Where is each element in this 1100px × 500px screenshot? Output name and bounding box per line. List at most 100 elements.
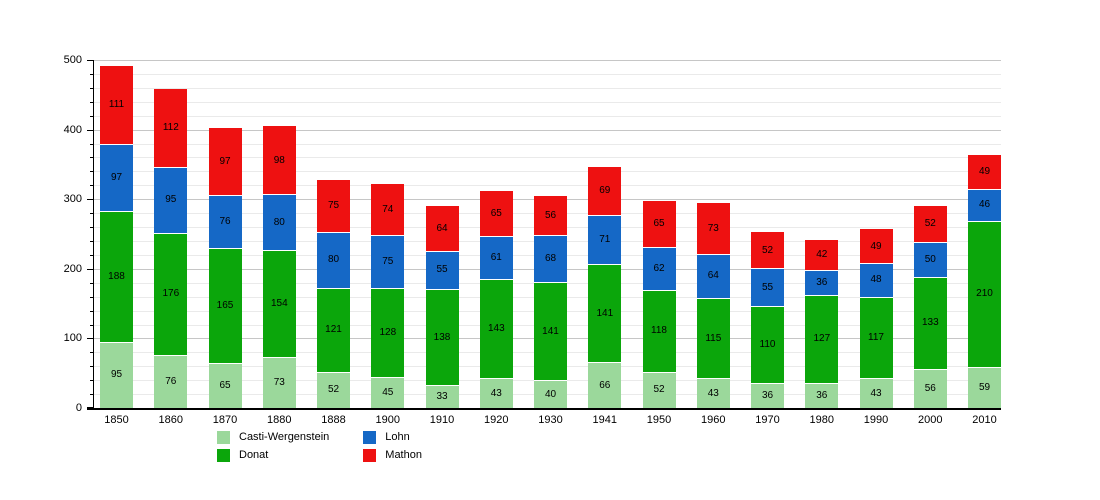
bar-segment-lohn: 80 (317, 231, 350, 288)
bar-value-label: 59 (978, 381, 991, 393)
bar-segment-donat: 128 (371, 287, 405, 377)
bar-value-label: 127 (813, 333, 831, 345)
bar-value-label: 97 (219, 155, 231, 167)
bar-segment-lohn: 62 (642, 246, 676, 290)
bar-value-label: 66 (599, 379, 611, 391)
bar-value-label: 64 (436, 222, 448, 234)
gridline (94, 101, 1001, 103)
y-axis-minor-tick (90, 254, 94, 256)
y-axis-minor-tick (90, 213, 94, 215)
bar-segment-mathon: 73 (696, 202, 730, 254)
bar-segment-lohn: 75 (371, 235, 405, 288)
bar-value-label: 111 (108, 99, 125, 111)
bar-segment-mathon: 98 (262, 126, 296, 195)
bar-value-label: 71 (599, 233, 611, 245)
bar-segment-donat: 138 (425, 289, 459, 385)
y-axis-minor-tick (90, 185, 94, 187)
bar-value-label: 141 (596, 307, 614, 319)
y-axis-minor-tick (90, 394, 94, 396)
bar-segment-casti-wergenstein: 52 (317, 371, 350, 408)
legend-swatch-mathon (363, 449, 377, 462)
bar-value-label: 45 (382, 386, 394, 398)
bar-value-label: 75 (382, 256, 394, 268)
bar-segment-donat: 133 (913, 276, 947, 369)
bar-segment-casti-wergenstein: 76 (154, 355, 188, 408)
y-axis-minor-tick (90, 227, 94, 228)
gridline (94, 143, 1001, 145)
bar-segment-mathon: 64 (425, 206, 459, 251)
bar-value-label: 69 (599, 185, 611, 196)
bar-value-label: 112 (162, 122, 179, 133)
y-axis-major-tick (87, 129, 94, 131)
bar-value-label: 210 (976, 288, 993, 300)
bar-value-label: 65 (653, 218, 665, 230)
bar-segment-mathon: 65 (642, 201, 676, 247)
bar-value-label: 73 (273, 377, 285, 389)
y-axis-minor-tick (90, 101, 94, 103)
bar-value-label: 49 (978, 166, 991, 178)
bar-value-label: 52 (761, 244, 774, 256)
bar-value-label: 46 (978, 199, 991, 211)
bar-segment-mathon: 75 (317, 179, 350, 232)
bar-value-label: 188 (108, 271, 125, 282)
bar-value-label: 176 (162, 288, 180, 300)
bar-segment-donat: 117 (859, 296, 893, 379)
x-axis-label: 1960 (701, 414, 726, 426)
bar-segment-mathon: 49 (968, 154, 1001, 189)
bar-value-label: 75 (327, 200, 340, 212)
y-axis-minor-tick (90, 282, 94, 284)
plot-area: 0 100 200 300 400 500 95 188 97 111 1850 76 176 95 112… (64, 54, 1001, 426)
bar-value-label: 55 (436, 264, 448, 276)
bar-value-label: 43 (870, 387, 882, 399)
bar-value-label: 56 (924, 383, 936, 394)
bar-value-label: 55 (761, 281, 774, 293)
bar-value-label: 49 (870, 240, 882, 252)
y-axis-minor-tick (90, 171, 94, 173)
bar-segment-lohn: 48 (859, 263, 893, 297)
bar-value-label: 97 (110, 171, 123, 183)
y-axis-minor-tick (90, 352, 94, 354)
bar-segment-mathon: 52 (913, 205, 947, 242)
bar-segment-mathon: 112 (154, 88, 188, 167)
bar-value-label: 65 (219, 379, 231, 391)
y-axis-minor-tick (90, 366, 94, 368)
bar-segment-mathon: 49 (859, 229, 893, 264)
bar-segment-donat: 141 (534, 282, 567, 381)
bar-value-label: 73 (707, 222, 719, 234)
bar-value-label: 33 (436, 391, 448, 402)
x-axis-label: 1980 (809, 414, 835, 426)
bar-segment-lohn: 55 (425, 250, 459, 289)
x-axis-label: 1870 (212, 414, 238, 426)
gridline (94, 73, 1001, 75)
y-axis-major-tick (87, 338, 94, 340)
legend-item-mathon: Mathon (363, 449, 422, 462)
y-axis-minor-tick (90, 380, 94, 382)
bar-value-label: 117 (868, 331, 884, 343)
legend-label: Casti-Wergenstein (239, 431, 330, 443)
bar-segment-lohn: 71 (588, 214, 622, 264)
bar-value-label: 43 (707, 387, 719, 399)
x-axis-label: 1900 (375, 414, 401, 426)
bar-value-label: 52 (653, 384, 665, 396)
legend-swatch-lohn (363, 431, 377, 444)
y-axis-minor-tick (90, 310, 94, 312)
legend-label: Donat (239, 449, 269, 461)
bar-value-label: 68 (544, 252, 557, 264)
bar-segment-casti-wergenstein: 65 (208, 362, 242, 408)
bar-value-label: 115 (705, 332, 722, 344)
bar-segment-casti-wergenstein: 52 (642, 371, 676, 408)
bar-value-label: 52 (327, 384, 340, 396)
y-axis-minor-tick (90, 115, 94, 117)
bar-segment-casti-wergenstein: 36 (751, 382, 784, 408)
bar-segment-donat: 118 (642, 289, 676, 372)
legend-label: Mathon (385, 449, 422, 461)
bar-segment-mathon: 56 (534, 195, 567, 235)
bar-value-label: 141 (542, 325, 559, 337)
bar-segment-donat: 188 (100, 211, 133, 342)
bar-value-label: 40 (544, 388, 557, 400)
x-axis-label: 1860 (158, 414, 184, 426)
bar-value-label: 50 (924, 253, 936, 265)
y-axis-major-tick (87, 407, 94, 408)
gridline (94, 171, 1001, 173)
